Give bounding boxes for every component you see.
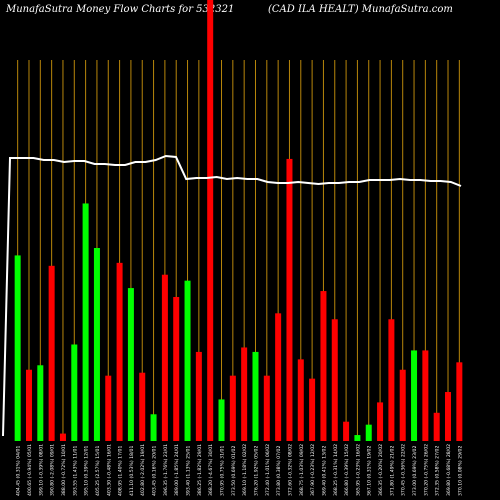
money-flow-bar [331,319,338,441]
x-tick-label: 371.80 (1.49%) 21/02 [389,446,395,496]
x-tick-label: 369.80 (-0.68%) 28/02 [446,444,452,496]
money-flow-bar [365,424,372,441]
x-tick-label: 393.40 (1.13%) 25/01 [186,446,192,496]
money-flow-bar [207,0,214,441]
x-tick-label: 408.95 (1.40%) 17/01 [118,446,124,496]
x-tick-label: 368.20 (-4.67%) 30/01 [208,444,214,496]
money-flow-bar [25,369,32,441]
x-tick-label: 365.95 (-0.23%) 16/02 [355,444,361,496]
money-flow-bar [59,433,66,441]
x-tick-label: 373.80 (0.38%) 07/02 [276,446,282,496]
x-tick-label: 405.25 (2.57%) 15/01 [95,446,101,496]
x-tick-label: 389.00 (-1.85%) 24/01 [174,444,180,496]
money-flow-bar [433,412,440,441]
x-tick-label: 411.10 (0.53%) 18/01 [129,446,135,496]
money-flow-bar [229,375,236,441]
x-tick-label: 372.40 (-1.01%) 06/02 [265,444,271,496]
x-tick-label: 372.35 (0.58%) 27/02 [435,446,441,496]
money-flow-bar [275,313,282,441]
x-tick-label: 366.80 (-0.39%) 15/02 [344,444,350,496]
x-tick-label: 368.25 (-0.31%) 14/02 [333,444,339,496]
money-flow-bar [48,265,55,441]
money-flow-bar [309,378,316,441]
x-tick-label: 400.65 (-0.94%) 05/01 [27,444,33,496]
x-tick-label: 376.20 (1.92%) 05/02 [253,446,259,496]
money-flow-bar [456,362,463,441]
money-flow-bar [297,359,304,441]
x-tick-label: 393.55 (1.43%) 11/01 [72,446,78,496]
money-flow-bar [105,375,112,441]
x-tick-label: 370.95 (0.75%) 31/01 [220,446,226,496]
money-flow-bar [343,421,350,441]
x-tick-label: 366.35 (-0.20%) 20/02 [378,444,384,496]
x-tick-label: 390.80 (-2.08%) 09/01 [50,444,56,496]
money-flow-bar [399,369,406,441]
x-tick-label: 373.50 (0.69%) 01/02 [231,446,237,496]
x-tick-label: 386.25 (-1.82%) 29/01 [197,444,203,496]
price-line [2,154,462,437]
x-tick-label: 395.10 (0.39%) 12/01 [84,446,90,496]
money-flow-bar [161,274,168,441]
money-flow-bar [388,319,395,441]
money-flow-bar [377,402,384,441]
money-flow-bar [93,248,100,441]
x-tick-label: 370.45 (-0.36%) 22/02 [401,444,407,496]
x-tick-label: 388.00 (-0.72%) 10/01 [61,444,67,496]
money-flow-bar [71,344,78,441]
money-flow-bar [116,262,123,441]
x-tick-label: 370.10 (0.08%) 29/02 [457,446,463,496]
x-tick-label: 404.45 (0.31%) 04/01 [16,446,22,496]
money-flow-bar [184,280,191,441]
money-flow-bar [195,351,202,441]
x-tick-label: 368.75 (-1.03%) 09/02 [299,444,305,496]
x-tick-label: 367.10 (0.31%) 19/02 [367,446,373,496]
x-tick-label: 402.80 (-2.02%) 19/01 [140,444,146,496]
money-flow-bar [173,296,180,441]
money-flow-bar [422,350,429,441]
money-flow-bar [354,435,361,441]
x-tick-label: 369.40 (0.41%) 13/02 [321,446,327,496]
money-flow-bar [37,365,44,441]
money-flow-bar [139,372,146,441]
x-tick-label: 403.30 (-0.48%) 16/01 [106,444,112,496]
money-flow-bar [286,158,293,442]
money-flow-bar [263,375,270,441]
money-flow-bar [14,255,21,441]
chart-title-site: (CAD ILA HEALT) MunafaSutra.com [268,4,453,15]
x-tick-label: 367.90 (-0.23%) 12/02 [310,444,316,496]
x-tick-label: 403.45 (0.16%) 20/01 [152,446,158,496]
money-flow-bar [218,399,225,441]
money-flow-bar [127,288,134,441]
chart-title: MunafaSutra Money Flow Charts for 532321 [6,4,235,15]
money-flow-bar [411,350,418,441]
x-tick-label: 370.20 (-0.75%) 26/02 [423,444,429,496]
money-flow-bar [150,414,157,441]
x-tick-label: 369.10 (-1.18%) 02/02 [242,444,248,496]
x-tick-label: 372.60 (-0.32%) 08/02 [287,444,293,496]
money-flow-bar [320,291,327,441]
x-tick-label: 373.00 (0.69%) 23/02 [412,446,418,496]
x-tick-label: 399.10 (-0.39%) 08/01 [38,444,44,496]
money-flow-bar [82,203,89,441]
x-tick-label: 396.35 (-1.76%) 23/01 [163,444,169,496]
money-flow-bar [241,347,248,441]
money-flow-bar [252,351,259,441]
money-flow-bar [445,392,452,441]
